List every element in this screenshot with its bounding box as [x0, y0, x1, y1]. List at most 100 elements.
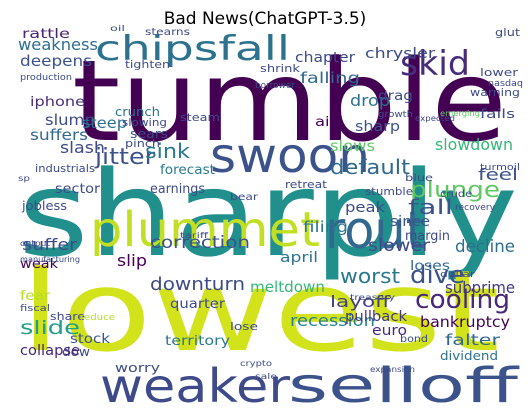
- word: tariff: [180, 231, 209, 240]
- word: tighten: [125, 58, 170, 71]
- word: filing: [303, 218, 348, 236]
- word: sector: [55, 182, 101, 197]
- word: reduce: [80, 313, 116, 323]
- word: forecast: [160, 163, 215, 178]
- word: chapter: [295, 50, 355, 66]
- word: skid: [400, 44, 470, 84]
- word: lower: [480, 66, 519, 79]
- word: slide: [20, 317, 80, 339]
- word: territory: [165, 334, 230, 349]
- word: lose: [230, 320, 258, 333]
- word: euro: [372, 323, 407, 339]
- word: fiscal: [20, 304, 50, 314]
- word: quarter: [170, 297, 226, 312]
- word: rout: [325, 201, 425, 261]
- word: dive: [410, 261, 465, 289]
- word: margin: [405, 229, 450, 244]
- word: tumble: [72, 37, 507, 167]
- word: layoff: [330, 292, 391, 311]
- word: borrower: [255, 81, 295, 91]
- word: production: [20, 73, 72, 83]
- word: industrials: [35, 162, 95, 175]
- chart-title: Bad News(ChatGPT-3.5): [164, 9, 367, 29]
- word: crunch: [115, 105, 160, 119]
- word: falter: [445, 331, 501, 349]
- word: sharply: [18, 145, 518, 283]
- word: aig: [315, 115, 340, 130]
- word: subprime: [445, 278, 515, 297]
- word: crude: [440, 189, 472, 200]
- word: earnings: [150, 182, 205, 197]
- word: bankruptcy: [420, 313, 510, 331]
- word: dow: [62, 345, 90, 359]
- word: bond: [400, 334, 428, 345]
- word: jitter: [94, 145, 156, 170]
- word: fails: [480, 107, 515, 121]
- word: weakness: [18, 35, 98, 54]
- word: expansion: [370, 365, 415, 374]
- word: sharp: [355, 119, 400, 135]
- word: steep: [82, 114, 127, 132]
- word: correction: [150, 233, 250, 253]
- word: falling: [300, 69, 360, 87]
- word: chrysler: [365, 46, 435, 62]
- word: crypto: [240, 359, 272, 368]
- word: default: [330, 155, 410, 179]
- word: output: [20, 239, 50, 248]
- word: plummet: [90, 202, 320, 258]
- word: emerging: [440, 109, 480, 118]
- word: since: [390, 214, 430, 230]
- word: chipsfall: [95, 29, 290, 69]
- word: growth: [378, 110, 413, 120]
- word: slump: [45, 111, 95, 129]
- word: oil: [110, 24, 125, 33]
- word: suffers: [30, 126, 88, 144]
- word: bear: [230, 192, 259, 203]
- word: rattle: [22, 27, 70, 42]
- word: nasdaq: [488, 79, 523, 89]
- word: drag: [378, 89, 413, 104]
- word: fall: [408, 195, 453, 219]
- word: fear: [20, 289, 51, 304]
- word: pullback: [345, 309, 408, 325]
- word: lowest: [20, 247, 500, 377]
- word: drop: [350, 91, 390, 110]
- word: stumble: [365, 185, 413, 198]
- word: weak: [20, 257, 59, 272]
- word: steam: [180, 111, 220, 124]
- word: cooling: [415, 285, 510, 315]
- word: turmoil: [480, 163, 520, 173]
- word: slip: [117, 251, 147, 270]
- word: selloff: [288, 358, 519, 414]
- word: pinch: [125, 137, 160, 150]
- word: sale: [255, 372, 277, 381]
- word: swoon: [210, 128, 370, 184]
- word: feel: [478, 165, 518, 184]
- word: manufacturing: [20, 255, 80, 264]
- word: sears: [130, 127, 168, 141]
- word: dividend: [440, 349, 498, 363]
- word: iphone: [30, 95, 85, 110]
- word: weaker: [100, 359, 290, 413]
- word: worst: [340, 264, 400, 288]
- word: shrink: [260, 62, 301, 75]
- word: deepens: [20, 52, 92, 70]
- word: treasury: [350, 293, 395, 302]
- word: share: [50, 310, 85, 323]
- word: recovery: [455, 203, 496, 213]
- word: downturn: [150, 274, 245, 295]
- word: plunge: [410, 178, 500, 203]
- word: expected: [415, 114, 455, 123]
- word: meltdown: [250, 278, 325, 296]
- word: stock: [70, 332, 111, 347]
- word: sp: [18, 174, 30, 183]
- word: collapse: [20, 343, 80, 359]
- word: decline: [455, 237, 515, 257]
- word: warning: [470, 86, 520, 99]
- word: jobless: [21, 199, 67, 213]
- word: retreat: [285, 178, 328, 191]
- word: slowing: [122, 116, 167, 129]
- word: blue: [405, 173, 433, 184]
- word: suffer: [22, 235, 78, 254]
